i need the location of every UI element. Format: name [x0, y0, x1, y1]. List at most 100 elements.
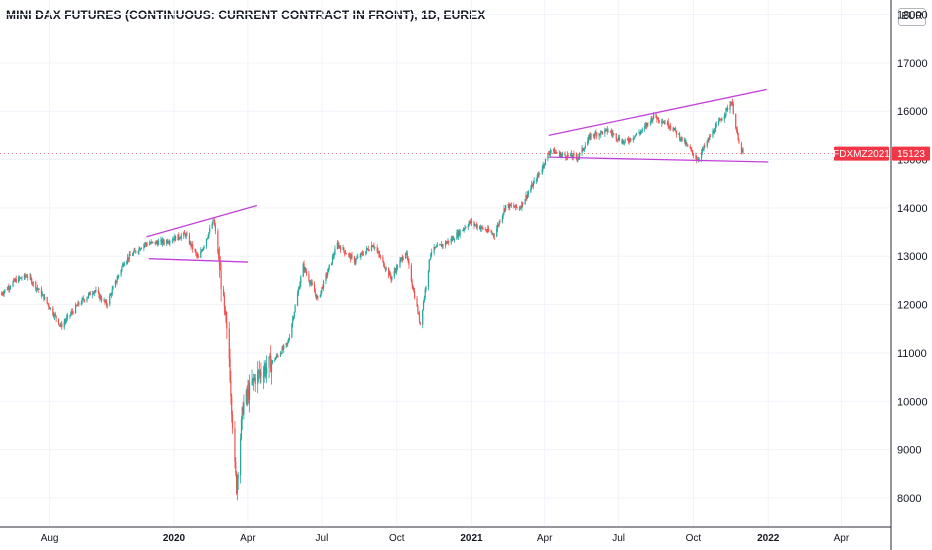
candle — [640, 130, 643, 134]
candle — [86, 296, 88, 303]
trendline[interactable] — [148, 258, 248, 263]
candle — [308, 271, 310, 283]
candle — [274, 357, 276, 363]
candle — [604, 127, 606, 137]
candle — [713, 128, 716, 135]
candle — [681, 136, 683, 142]
candle — [524, 198, 526, 205]
candle — [618, 134, 620, 141]
candle — [70, 311, 72, 317]
candle — [402, 255, 404, 261]
candle — [401, 254, 404, 263]
candle — [236, 474, 238, 501]
candle — [60, 322, 62, 327]
candle — [644, 123, 646, 132]
candle — [64, 317, 66, 326]
candle — [220, 262, 222, 302]
candle — [257, 368, 260, 383]
candle — [695, 152, 697, 161]
candle — [732, 101, 734, 115]
candle — [440, 244, 442, 246]
candle — [122, 262, 124, 267]
candle — [146, 241, 148, 247]
candle — [686, 142, 688, 146]
trendline[interactable] — [146, 204, 258, 238]
candle — [635, 133, 638, 136]
candle — [72, 310, 74, 315]
candle — [18, 275, 21, 282]
candle — [594, 130, 596, 139]
candle — [370, 241, 373, 252]
candle — [383, 260, 385, 268]
candle — [410, 262, 412, 283]
candle — [588, 133, 590, 141]
candle — [339, 245, 341, 249]
candle — [570, 152, 572, 157]
candle — [721, 117, 723, 121]
candle — [46, 296, 48, 304]
candle — [550, 150, 552, 155]
candle — [138, 246, 140, 255]
price-tags: FDXMZ2021 15123 — [0, 146, 930, 161]
candle — [593, 133, 595, 140]
candle — [678, 133, 680, 135]
candle — [730, 101, 732, 107]
candle — [573, 150, 575, 158]
candle — [20, 277, 22, 279]
candle — [696, 154, 698, 164]
candle — [31, 277, 33, 285]
time-axis-labels: Aug 2020 Apr Jul Oct 2021 Apr Jul Oct 2022 Apr — [41, 533, 850, 544]
candle — [709, 134, 712, 138]
candle — [157, 238, 160, 246]
candle — [160, 236, 162, 245]
candle — [740, 141, 743, 155]
trendline[interactable] — [548, 88, 767, 137]
candle — [684, 138, 686, 146]
candle — [674, 128, 676, 131]
candle — [24, 272, 26, 280]
candle — [348, 252, 351, 259]
candle — [128, 251, 130, 263]
candle — [59, 323, 61, 328]
candle — [135, 250, 137, 254]
candle — [269, 353, 271, 359]
x-tick-label: Jul — [612, 533, 625, 544]
candle — [235, 471, 238, 496]
candle — [287, 339, 289, 347]
candle — [276, 352, 278, 358]
currency-badge[interactable]: EUR — [898, 8, 926, 26]
candle — [462, 227, 464, 232]
candle — [530, 185, 532, 194]
candle — [332, 253, 334, 260]
candle — [510, 202, 512, 208]
candle — [615, 132, 617, 143]
candle — [383, 263, 386, 269]
candle — [237, 472, 239, 490]
candle — [271, 359, 273, 365]
candle — [720, 118, 722, 123]
candle — [501, 215, 504, 224]
y-tick-label: 10000 — [897, 396, 928, 408]
candle — [248, 380, 250, 404]
candle — [131, 252, 134, 257]
candle — [134, 247, 136, 252]
candle — [731, 98, 734, 107]
candle — [549, 147, 551, 158]
candle — [584, 142, 586, 149]
candle — [183, 231, 185, 239]
price-axis-labels: 8000900010000110001200013000140001500016… — [897, 10, 928, 505]
candle — [605, 128, 608, 132]
candle — [203, 245, 205, 250]
candle — [192, 241, 194, 253]
trendline[interactable] — [548, 156, 769, 163]
candle — [163, 239, 165, 246]
candle — [371, 244, 373, 248]
candle — [344, 250, 346, 257]
candle — [151, 241, 153, 244]
candle — [282, 344, 284, 351]
candle — [445, 240, 447, 245]
candle — [401, 256, 403, 262]
candle — [254, 373, 256, 392]
candle — [440, 240, 443, 247]
